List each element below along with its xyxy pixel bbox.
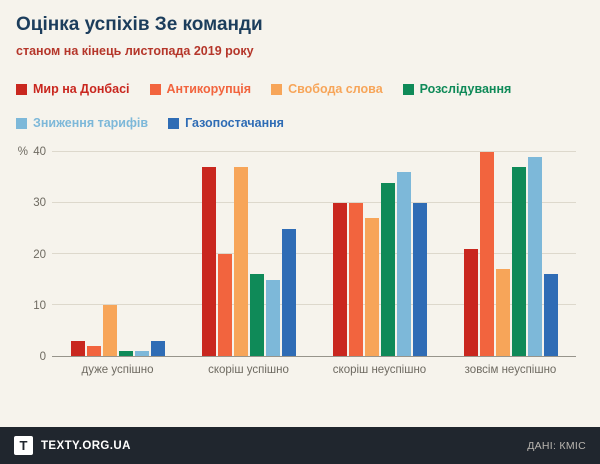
legend-label: Газопостачання bbox=[185, 116, 284, 130]
page-title: Оцінка успіхів Зе команди bbox=[16, 14, 263, 35]
footer: Т TEXTY.ORG.UA ДАНІ: КМІС bbox=[0, 427, 600, 464]
bar-group bbox=[52, 152, 183, 356]
x-tick-label: скоріш неуспішно bbox=[332, 364, 427, 376]
gridline bbox=[52, 151, 576, 152]
legend-swatch bbox=[16, 83, 27, 95]
y-tick-label: 0 bbox=[39, 351, 46, 363]
bar bbox=[217, 254, 232, 356]
plot-area bbox=[52, 151, 576, 357]
x-axis-labels: дуже успішно скоріш успішно скоріш неуспіш… bbox=[52, 364, 576, 376]
legend-label: Зниження тарифів bbox=[33, 116, 149, 130]
legend-swatch bbox=[402, 83, 414, 95]
gridline bbox=[52, 304, 576, 305]
y-tick-label: 20 bbox=[33, 248, 46, 261]
legend-label: Свобода слова bbox=[288, 82, 383, 96]
bar bbox=[150, 340, 165, 356]
x-tick-label: зовсім неуспішно bbox=[464, 364, 557, 376]
bar bbox=[265, 279, 280, 356]
legend-item: Розслідування bbox=[402, 82, 512, 96]
bar bbox=[281, 228, 296, 356]
bar bbox=[102, 305, 117, 356]
bar bbox=[332, 203, 347, 356]
chart: % 0 10 20 30 40 дуже успішно скоріш успішно ск… bbox=[14, 146, 576, 376]
bar bbox=[543, 274, 558, 356]
data-source: ДАНІ: КМІС bbox=[527, 439, 586, 452]
gridline bbox=[52, 253, 576, 254]
y-axis: % 0 10 20 30 40 bbox=[14, 146, 52, 363]
bar bbox=[495, 269, 510, 356]
brand-name: TEXTY.ORG.UA bbox=[41, 439, 131, 452]
bar bbox=[348, 203, 363, 356]
bar bbox=[86, 345, 101, 356]
bar bbox=[364, 218, 379, 356]
gridline bbox=[52, 202, 576, 203]
bar-group bbox=[314, 152, 445, 356]
bar bbox=[463, 248, 478, 356]
y-tick-label: 40 bbox=[33, 146, 46, 158]
page-subtitle: станом на кінець листопада 2019 року bbox=[16, 44, 254, 58]
legend-swatch bbox=[149, 83, 161, 95]
brand: Т TEXTY.ORG.UA bbox=[14, 436, 131, 455]
bar bbox=[70, 340, 85, 356]
x-tick-label: скоріш успішно bbox=[208, 364, 289, 376]
bar-group bbox=[183, 152, 314, 356]
legend-item: Антикорупція bbox=[149, 82, 252, 96]
legend-item: Газопостачання bbox=[168, 116, 284, 130]
legend-item: Зниження тарифів bbox=[16, 116, 148, 130]
percent-label: % bbox=[17, 146, 28, 158]
legend-label: Антикорупція bbox=[166, 82, 252, 96]
legend-swatch bbox=[168, 117, 180, 129]
bar bbox=[233, 167, 248, 356]
bar bbox=[479, 152, 494, 356]
legend: Мир на Донбасі Антикорупція Свобода слова Р… bbox=[16, 82, 584, 130]
bar bbox=[380, 182, 395, 356]
legend-label: Мир на Донбасі bbox=[33, 82, 130, 96]
texty-logo: Т bbox=[14, 436, 33, 455]
bar bbox=[201, 167, 216, 356]
y-tick-label: 30 bbox=[33, 197, 46, 210]
legend-item: Свобода слова bbox=[271, 82, 383, 96]
legend-label: Розслідування bbox=[419, 82, 512, 96]
bar bbox=[249, 274, 264, 356]
legend-swatch bbox=[271, 83, 283, 95]
bar bbox=[527, 157, 542, 356]
bar bbox=[396, 172, 411, 356]
legend-swatch bbox=[16, 117, 27, 129]
x-tick-label: дуже успішно bbox=[81, 364, 154, 376]
bar bbox=[134, 350, 149, 356]
legend-item: Мир на Донбасі bbox=[16, 82, 130, 96]
bar bbox=[118, 350, 133, 356]
bar bbox=[412, 203, 427, 356]
bar bbox=[511, 167, 526, 356]
y-tick-label: 10 bbox=[33, 299, 46, 312]
bar-group bbox=[445, 152, 576, 356]
